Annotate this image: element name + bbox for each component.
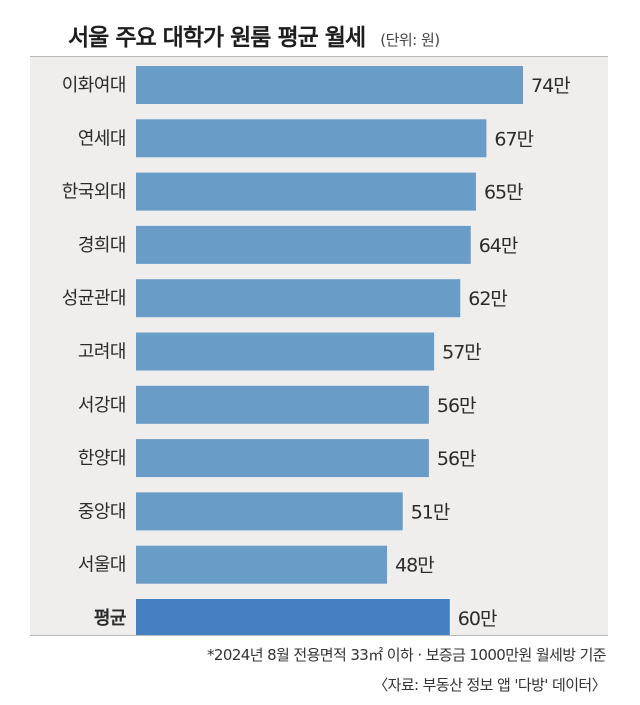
bar-0 — [136, 66, 524, 104]
value-label-3: 64만 — [479, 235, 518, 257]
source-note: 〈자료: 부동산 정보 앱 '다방' 데이터〉 — [373, 676, 606, 694]
bar-1 — [136, 119, 487, 158]
category-label-10: 평균 — [94, 608, 126, 629]
bar-5 — [136, 332, 435, 371]
bar-2 — [136, 172, 476, 211]
value-label-1: 67만 — [494, 128, 533, 150]
category-label-7: 한양대 — [78, 448, 126, 469]
category-label-3: 경희대 — [78, 235, 126, 256]
category-label-9: 서울대 — [78, 555, 126, 576]
category-label-5: 고려대 — [78, 342, 126, 363]
bar-6 — [136, 385, 429, 424]
bar-10 — [136, 599, 450, 635]
unit-label: (단위: 원) — [380, 31, 440, 49]
bar-9 — [136, 545, 388, 584]
chart-title: 서울 주요 대학가 원룸 평균 월세 — [68, 25, 366, 51]
value-label-6: 56만 — [437, 395, 476, 417]
bar-4 — [136, 279, 461, 318]
value-label-0: 74만 — [531, 75, 570, 97]
value-label-2: 65만 — [484, 182, 523, 204]
bar-7 — [136, 439, 429, 478]
category-label-2: 한국외대 — [62, 182, 126, 203]
value-label-5: 57만 — [442, 342, 481, 364]
title-row: 서울 주요 대학가 원룸 평균 월세 (단위: 원) — [68, 18, 440, 52]
bar-8 — [136, 492, 403, 531]
value-label-8: 51만 — [411, 501, 450, 523]
value-label-4: 62만 — [468, 288, 507, 310]
bar-3 — [136, 225, 471, 264]
category-label-0: 이화여대 — [62, 75, 126, 96]
category-label-4: 성균관대 — [62, 288, 126, 309]
category-label-6: 서강대 — [78, 395, 126, 416]
value-label-10: 60만 — [458, 608, 497, 630]
category-label-8: 중앙대 — [78, 501, 126, 522]
footnote: *2024년 8월 전용면적 33㎡ 이하 · 보증금 1000만원 월세방 기… — [207, 646, 607, 664]
category-label-1: 연세대 — [78, 128, 126, 149]
value-label-9: 48만 — [395, 555, 434, 577]
value-label-7: 56만 — [437, 448, 476, 470]
